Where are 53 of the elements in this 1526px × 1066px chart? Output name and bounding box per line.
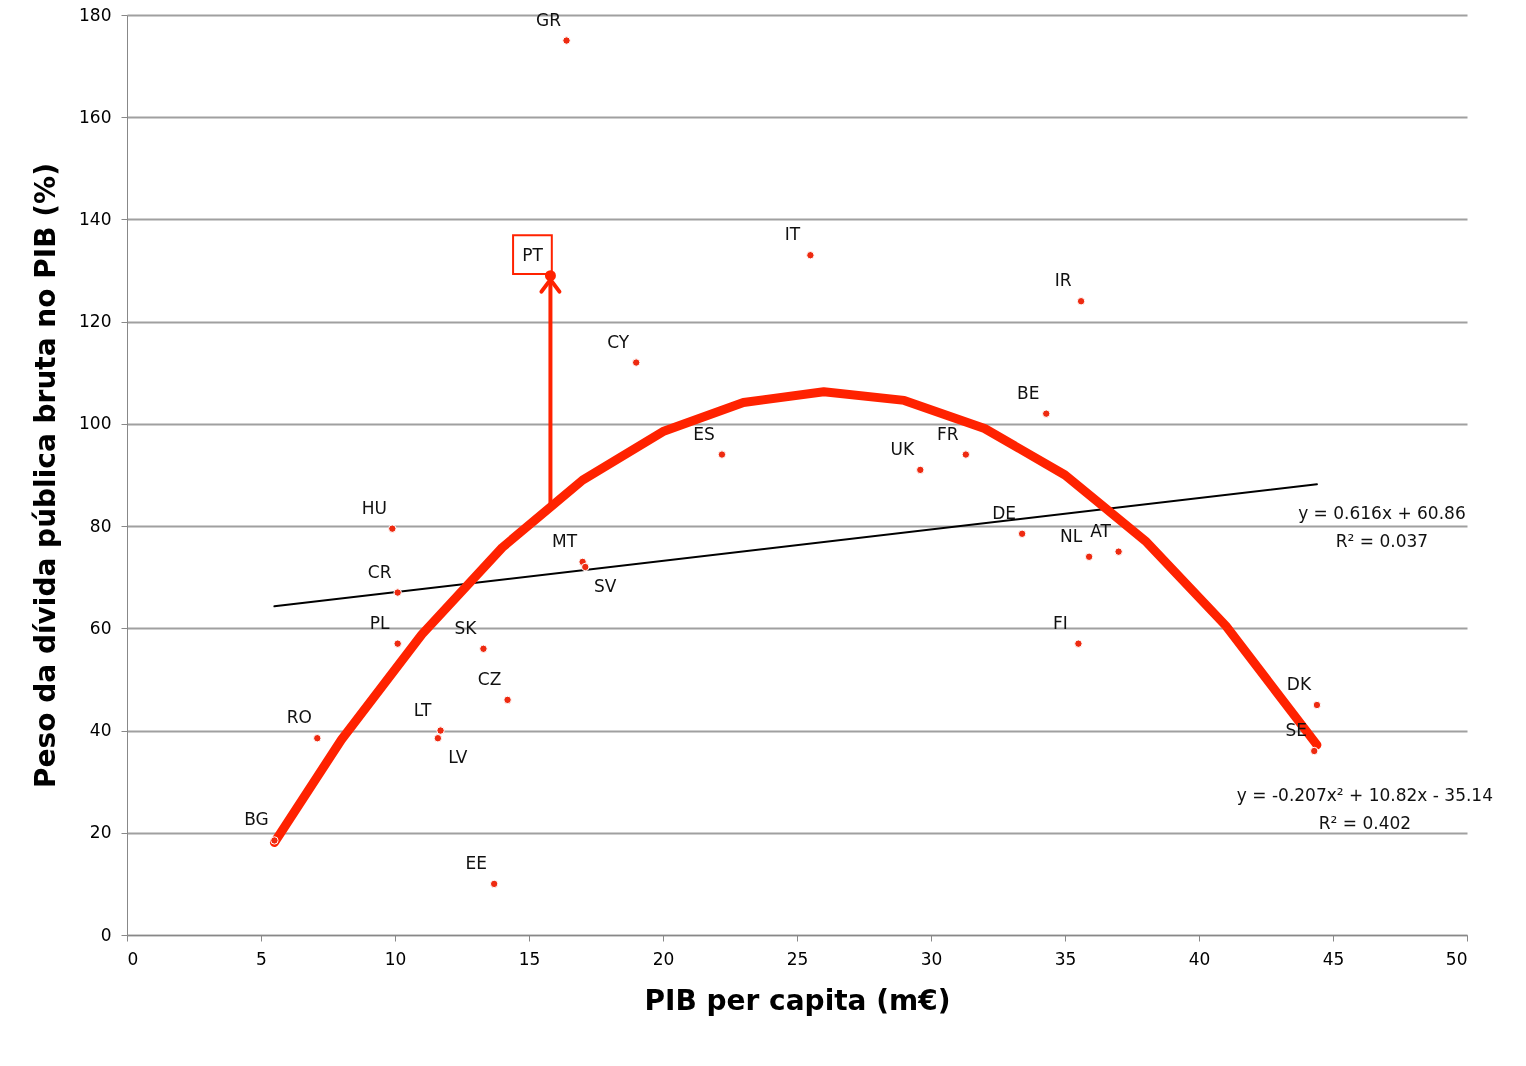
- x-tick-label: 20: [652, 948, 675, 969]
- annotation: PT: [522, 244, 544, 265]
- annotation: BG: [244, 809, 269, 830]
- annotation: y = 0.616x + 60.86: [1298, 503, 1466, 524]
- x-tick-label: 10: [384, 948, 407, 969]
- x-tick-label: 45: [1322, 948, 1345, 969]
- annotation: IT: [784, 224, 801, 245]
- x-tick-label: 50: [1445, 948, 1468, 969]
- y-tick-label: 40: [89, 720, 112, 741]
- y-tick-label: 140: [79, 208, 112, 229]
- annotation: BE: [1017, 382, 1040, 403]
- annotation: ES: [693, 423, 715, 444]
- annotation: UK: [890, 438, 915, 459]
- x-tick-label: 25: [786, 948, 809, 969]
- x-tick-label: 15: [518, 948, 541, 969]
- annotation: NL: [1060, 525, 1083, 546]
- x-tick-label: 5: [256, 948, 267, 969]
- annotation: CR: [367, 561, 392, 582]
- x-tick-label: 40: [1188, 948, 1211, 969]
- annotation: CZ: [477, 668, 502, 689]
- annotation: HU: [361, 497, 387, 518]
- annotation: LV: [448, 747, 468, 768]
- y-tick-label: 180: [79, 4, 112, 25]
- y-tick-label: 20: [89, 822, 112, 843]
- annotation: FR: [937, 423, 959, 444]
- annotation: DK: [1286, 674, 1312, 694]
- y-tick-label: 60: [89, 617, 112, 638]
- annotation: EE: [465, 852, 487, 873]
- annotation: AT: [1090, 520, 1112, 541]
- annotation: GR: [536, 9, 562, 30]
- x-tick-label: 0: [127, 948, 139, 969]
- annotation: R² = 0.402: [1318, 812, 1412, 833]
- y-tick-label: 100: [79, 413, 112, 434]
- annotation: SV: [594, 576, 617, 596]
- x-tick-label: 35: [1054, 948, 1077, 969]
- annotation: CY: [607, 331, 630, 352]
- y-tick-label: 160: [79, 106, 112, 127]
- annotation: IR: [1054, 270, 1072, 291]
- annotation: FI: [1053, 612, 1068, 633]
- annotation: y = -0.207x² + 10.82x - 35.14: [1236, 784, 1494, 805]
- y-tick-label: 80: [89, 515, 112, 536]
- y-axis-title: Peso da dívida pública bruta no PIB (%): [29, 163, 63, 788]
- y-tick-label: 0: [100, 924, 112, 945]
- x-axis-title: PIB per capita (m€): [644, 983, 951, 1017]
- annotation: PL: [369, 612, 391, 633]
- x-tick-label: 30: [920, 948, 943, 969]
- annotation: SK: [454, 617, 478, 638]
- annotation: RO: [286, 707, 312, 728]
- y-tick-label: 120: [79, 311, 112, 332]
- annotation: MT: [552, 530, 578, 551]
- annotation: R² = 0.037: [1335, 531, 1429, 552]
- annotation: DE: [992, 502, 1017, 523]
- annotation: LT: [413, 699, 432, 720]
